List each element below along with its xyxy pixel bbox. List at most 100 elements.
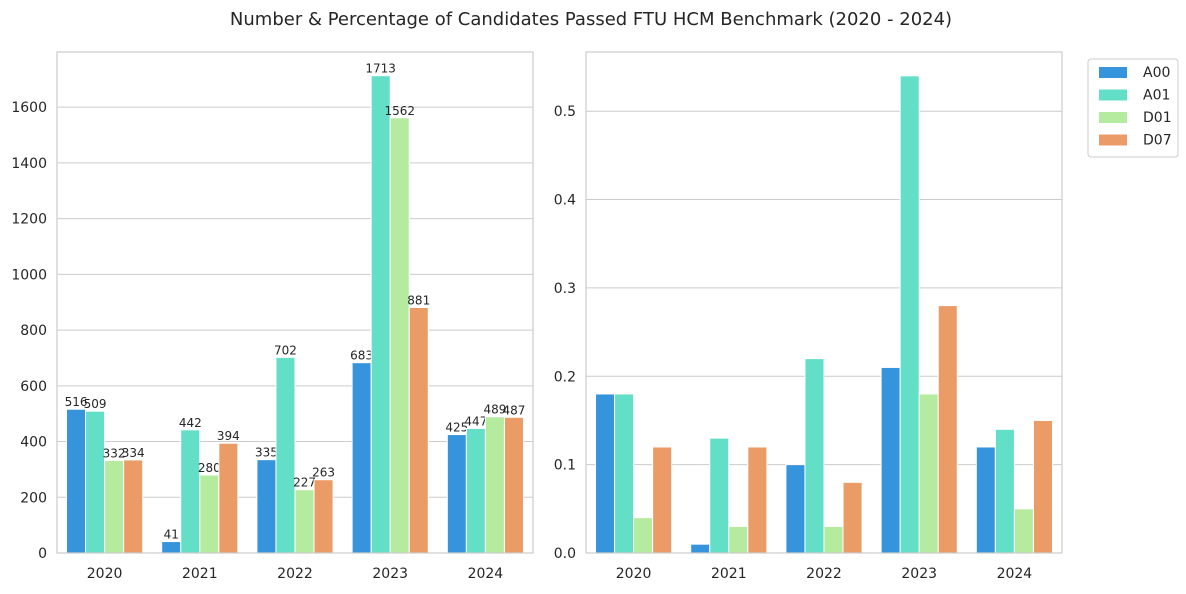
plot-frame	[585, 51, 1063, 554]
x-tick-label: 2020	[87, 566, 123, 582]
data-label-D07-2024: 487	[503, 403, 526, 417]
bar-D07-2020	[123, 459, 144, 554]
y-tick-label: 0.1	[554, 458, 576, 474]
x-tick-label: 2024	[468, 566, 504, 582]
bar-D01-2023	[389, 117, 410, 554]
legend-swatch-A01	[1099, 89, 1127, 101]
bar-A01-2020	[614, 393, 635, 554]
bar-A00-2020	[66, 408, 87, 554]
data-label-A01-2021: 442	[179, 416, 202, 430]
y-tick-label: 1600	[11, 100, 47, 116]
y-tick-label: 400	[20, 435, 47, 451]
bar-A01-2023	[370, 75, 391, 554]
bar-A00-2020	[595, 393, 616, 554]
bar-D01-2020	[104, 459, 125, 554]
bar-A01-2022	[275, 356, 296, 554]
x-tick-label: 2023	[901, 566, 937, 582]
x-tick-label: 2020	[616, 566, 652, 582]
bar-D01-2022	[294, 489, 315, 554]
data-label-A00-2020: 516	[65, 395, 88, 409]
bar-D07-2021	[747, 446, 768, 554]
bar-A00-2022	[256, 459, 277, 554]
chart-panel-2: 0.0 0.1 0.2 0.3 0.4 0.5 2020 2021 2022 2023 2024	[554, 51, 1063, 582]
bar-A00-2021	[690, 543, 711, 554]
x-tick-label: 2022	[806, 566, 842, 582]
legend-swatch-D01	[1099, 112, 1127, 123]
bar-A00-2024	[446, 434, 467, 554]
data-label-D01-2021: 280	[198, 461, 221, 475]
legend-swatch-D07	[1099, 134, 1127, 146]
y-tick-label: 800	[20, 323, 47, 339]
y-tick-label: 0.3	[554, 281, 576, 297]
bar-D01-2024	[484, 416, 505, 554]
data-label-D01-2022: 227	[293, 476, 316, 490]
bar-D07-2022	[313, 479, 334, 554]
bar-D01-2021	[728, 525, 749, 554]
plot-frame	[56, 51, 534, 554]
legend-label-D01: D01	[1143, 110, 1172, 126]
bar-A01-2021	[180, 429, 201, 554]
legend-swatch-A00	[1099, 67, 1127, 78]
bar-A01-2022	[804, 358, 825, 554]
bar-D07-2024	[503, 416, 524, 554]
bar-D01-2024	[1013, 508, 1034, 554]
legend-label-A00: A00	[1143, 65, 1170, 81]
bar-A01-2021	[709, 437, 730, 554]
y-tick-label: 0.4	[554, 193, 576, 209]
chart-title: Number & Percentage of Candidates Passed…	[230, 9, 952, 30]
bar-D07-2023	[408, 307, 429, 554]
chart-panel-1: 0200400600800100012001400160051650933233…	[11, 51, 534, 582]
bar-A00-2022	[785, 464, 806, 554]
bar-A00-2024	[975, 446, 996, 554]
bar-A00-2023	[880, 366, 901, 554]
data-label-A00-2023: 683	[350, 349, 373, 363]
bar-D07-2022	[842, 481, 863, 554]
legend-label-A01: A01	[1143, 88, 1170, 104]
data-label-D07-2021: 394	[217, 429, 240, 443]
data-label-A01-2023: 1713	[365, 62, 396, 76]
data-label-A01-2022: 702	[274, 343, 297, 357]
y-tick-label: 0.0	[554, 546, 576, 562]
bar-A00-2023	[351, 362, 372, 554]
data-label-D07-2020: 334	[122, 446, 145, 460]
y-tick-label: 1000	[11, 267, 47, 283]
x-tick-label: 2021	[711, 566, 747, 582]
x-tick-label: 2021	[182, 566, 218, 582]
data-label-D01-2024: 489	[483, 403, 506, 417]
data-label-A01-2020: 509	[84, 397, 107, 411]
data-label-D01-2020: 332	[103, 446, 126, 460]
bar-D07-2021	[218, 442, 239, 554]
x-tick-label: 2023	[372, 566, 408, 582]
y-tick-label: 600	[20, 379, 47, 395]
bar-A01-2023	[899, 75, 920, 554]
x-tick-label: 2024	[997, 566, 1033, 582]
x-tick-label: 2022	[277, 566, 313, 582]
bar-D01-2023	[918, 393, 939, 554]
y-tick-label: 0.5	[554, 104, 576, 120]
bar-A01-2024	[994, 428, 1015, 554]
y-tick-label: 1200	[11, 212, 47, 228]
bar-D01-2020	[633, 517, 654, 554]
y-tick-label: 0	[38, 546, 47, 562]
legend-box	[1087, 58, 1179, 158]
y-tick-label: 200	[20, 490, 47, 506]
bar-D01-2022	[823, 525, 844, 554]
bar-D07-2023	[937, 305, 958, 554]
data-label-A01-2024: 447	[464, 414, 487, 428]
y-tick-label: 0.2	[554, 369, 576, 385]
data-label-A00-2024: 425	[445, 421, 468, 435]
bar-A01-2024	[465, 427, 486, 554]
data-label-D01-2023: 1562	[384, 104, 415, 118]
bar-D07-2024	[1032, 419, 1053, 554]
y-tick-label: 1400	[11, 156, 47, 172]
data-label-D07-2023: 881	[407, 294, 430, 308]
legend: A00 A01 D01 D07	[1087, 58, 1179, 158]
bar-D01-2021	[199, 474, 220, 554]
data-label-A00-2021: 41	[164, 528, 179, 542]
bar-D07-2020	[652, 446, 673, 554]
bar-A01-2020	[85, 410, 106, 554]
data-label-D07-2022: 263	[312, 466, 335, 480]
data-label-A00-2022: 335	[255, 446, 278, 460]
